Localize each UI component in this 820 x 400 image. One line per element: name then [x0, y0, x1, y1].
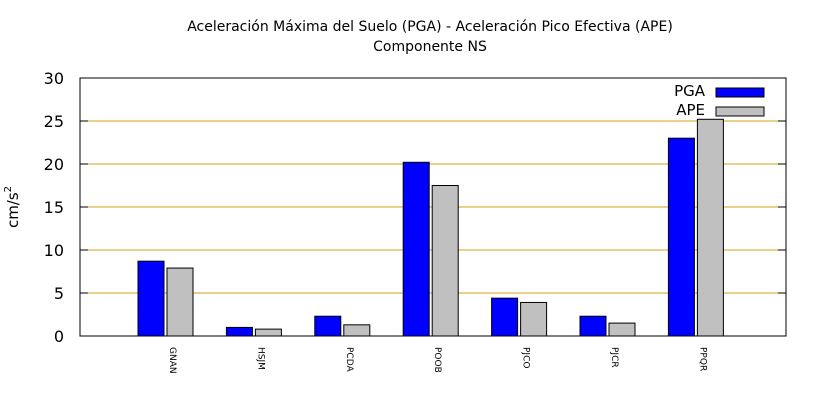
bar-pga-pjco — [491, 297, 519, 337]
y-axis-label-superscript: 2 — [3, 186, 14, 192]
y-tick-label-5: 25 — [44, 112, 64, 131]
bar-pga-ppqr — [667, 137, 695, 337]
bar-ape-gnan — [166, 267, 194, 337]
y-tick-label-1: 5 — [54, 284, 64, 303]
x-tick-label-pcda: PCDA — [344, 347, 354, 372]
y-tick-label-2: 10 — [44, 241, 64, 260]
bar-pga-pcda — [314, 315, 342, 337]
legend-label-pga: PGA — [674, 82, 706, 100]
y-tick-label-0: 0 — [54, 327, 64, 346]
bar-ape-hsjm — [254, 328, 282, 337]
bar-ape-pcda — [343, 324, 371, 337]
bar-pga-hsjm — [225, 326, 253, 337]
x-tick-label-hsjm: HSJM — [255, 347, 265, 370]
bar-ape-pjco — [520, 301, 548, 337]
x-tick-label-pjcr: PJCR — [609, 347, 619, 368]
x-tick-label-gnan: GNAN — [167, 347, 177, 374]
plot-area: 0 5 10 15 20 25 30 GNAN HSJM PCDA POOB PJCO PJCR PPQR… — [44, 69, 787, 374]
bar-pga-poob — [402, 161, 430, 337]
y-tick-label-3: 15 — [44, 198, 64, 217]
y-tick-label-6: 30 — [44, 69, 64, 88]
bar-ape-ppqr — [696, 118, 724, 337]
bar-ape-pjcr — [608, 322, 636, 337]
chart-title: Aceleración Máxima del Suelo (PGA) - Ace… — [187, 19, 673, 35]
y-axis-label-unit: cm/s — [4, 192, 22, 228]
y-axis-label: cm/s2 — [3, 186, 22, 228]
legend-label-ape: APE — [676, 101, 705, 119]
bar-ape-poob — [431, 185, 459, 337]
legend-swatch-pga — [715, 87, 765, 98]
chart-subtitle: Componente NS — [373, 39, 487, 55]
x-tick-label-pjco: PJCO — [521, 347, 531, 368]
legend-swatch-ape — [715, 106, 765, 117]
bar-pga-gnan — [137, 260, 165, 337]
y-tick-label-4: 20 — [44, 155, 64, 174]
bar-pga-pjcr — [579, 315, 607, 337]
x-tick-label-poob: POOB — [432, 347, 442, 373]
x-tick-label-ppqr: PPQR — [697, 347, 707, 371]
